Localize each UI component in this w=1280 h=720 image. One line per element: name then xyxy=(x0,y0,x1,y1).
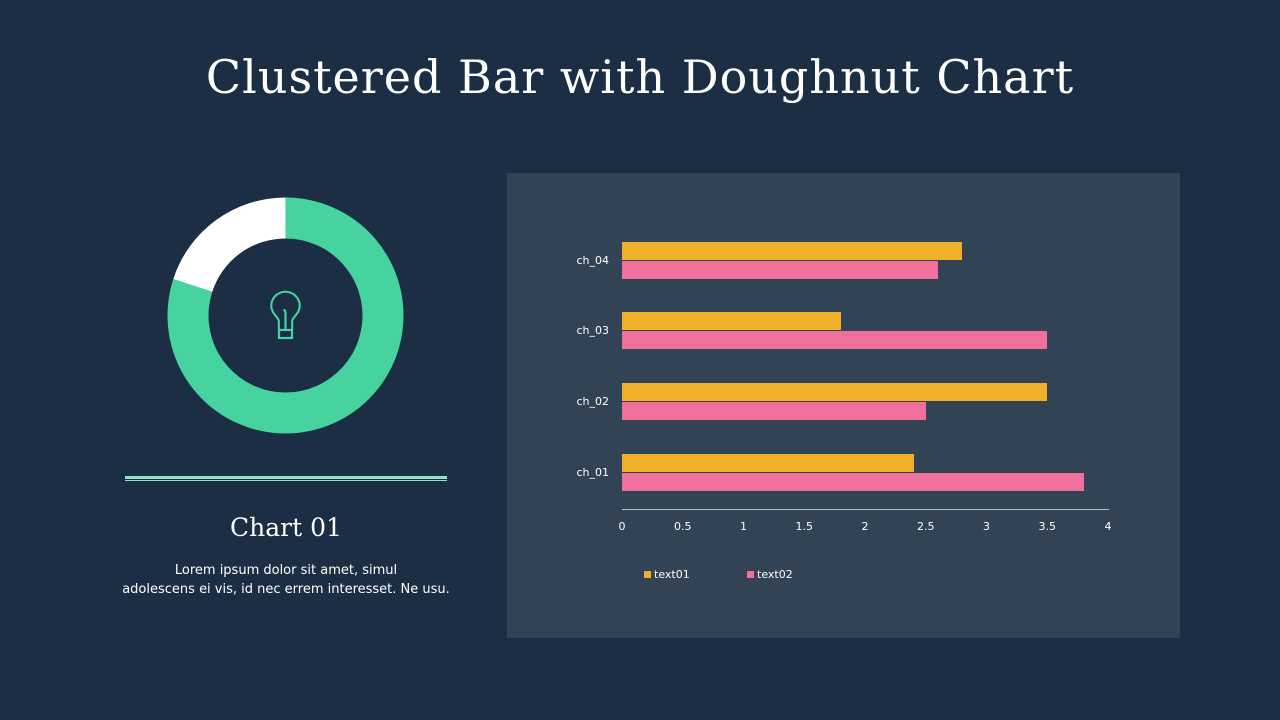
x-tick-label: 4 xyxy=(1104,520,1112,533)
slide-title: Clustered Bar with Doughnut Chart xyxy=(205,50,1075,104)
category-label: ch_01 xyxy=(576,466,609,479)
bar-text01-ch_03 xyxy=(622,312,841,330)
card-title: Chart 01 xyxy=(230,513,342,542)
lightbulb-icon xyxy=(270,290,301,340)
legend-swatch xyxy=(644,571,651,578)
bar-text01-ch_01 xyxy=(622,454,914,472)
doughnut-slice-0 xyxy=(167,197,404,434)
category-label: ch_02 xyxy=(576,395,609,408)
legend-item-text02: text02 xyxy=(747,568,793,581)
x-tick-label: 1 xyxy=(740,520,747,533)
x-tick-label: 3 xyxy=(983,520,990,533)
doughnut-chart xyxy=(167,197,404,434)
bar-text02-ch_02 xyxy=(622,402,926,420)
x-tick-label: 2 xyxy=(861,520,869,533)
x-tick-label: 1.5 xyxy=(795,520,814,533)
divider-line xyxy=(125,476,447,482)
category-label: ch_03 xyxy=(576,324,609,337)
x-tick-label: 0 xyxy=(618,520,626,533)
bar-text01-ch_04 xyxy=(622,242,963,260)
legend-label: text01 xyxy=(654,568,690,581)
x-tick-label: 3.5 xyxy=(1038,520,1057,533)
x-tick-label: 0.5 xyxy=(674,520,692,533)
bar-text02-ch_01 xyxy=(622,473,1084,491)
legend-label: text02 xyxy=(757,568,793,581)
bar-text02-ch_04 xyxy=(622,261,938,279)
doughnut-slices xyxy=(167,197,404,434)
legend-swatch xyxy=(747,571,754,578)
x-tick-label: 2.5 xyxy=(917,520,935,533)
bar-text02-ch_03 xyxy=(622,331,1048,349)
x-axis-line xyxy=(622,509,1109,510)
category-label: ch_04 xyxy=(576,254,609,267)
bar-text01-ch_02 xyxy=(622,383,1048,401)
card-description: Lorem ipsum dolor sit amet, simul adoles… xyxy=(122,563,450,597)
doughnut-slice-1 xyxy=(173,197,286,292)
legend-item-text01: text01 xyxy=(644,568,690,581)
